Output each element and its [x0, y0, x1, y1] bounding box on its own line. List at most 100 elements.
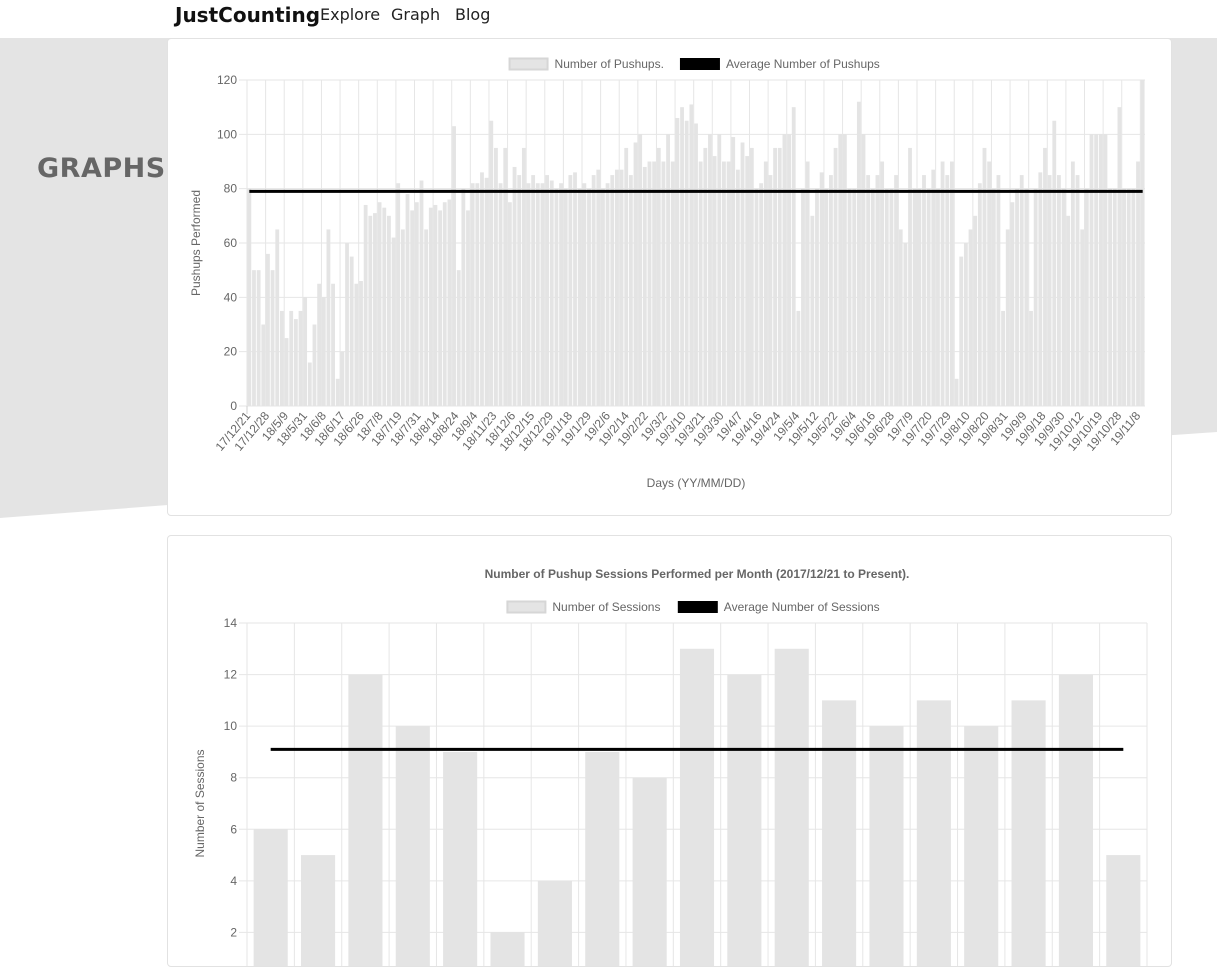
bar: [856, 101, 861, 406]
bar: [861, 134, 866, 406]
bar: [359, 281, 363, 406]
bar: [345, 243, 349, 406]
bar: [498, 183, 503, 406]
bar: [675, 118, 680, 407]
navbar: JustCounting Explore Graph Blog: [0, 0, 1217, 38]
bar: [870, 188, 875, 406]
bar: [382, 207, 387, 406]
bar: [1136, 161, 1140, 406]
bar: [484, 177, 489, 406]
bar: [884, 188, 889, 406]
bar: [266, 253, 270, 406]
bar: [298, 310, 303, 406]
bar: [535, 183, 540, 406]
bar: [968, 229, 973, 406]
bar: [549, 180, 554, 406]
bar: [842, 134, 847, 406]
bar: [815, 188, 819, 406]
bar: [321, 297, 326, 406]
bar: [326, 229, 331, 406]
bar: [810, 215, 815, 406]
bar: [475, 183, 480, 406]
bar: [745, 156, 750, 406]
bar: [638, 134, 643, 406]
bar: [614, 169, 619, 406]
bar: [945, 175, 950, 406]
nav-link-graph[interactable]: Graph: [391, 5, 441, 24]
bar: [377, 202, 382, 406]
bar: [917, 188, 922, 406]
bar: [931, 169, 936, 406]
y-tick-label: 8: [230, 771, 237, 785]
bar: [898, 229, 903, 406]
bar: [577, 188, 582, 406]
legend-swatch-average: [679, 58, 720, 70]
bar: [926, 188, 931, 406]
bar: [340, 351, 345, 406]
bar: [587, 188, 591, 406]
bar: [666, 134, 670, 406]
bar: [531, 175, 536, 406]
y-tick-label: 100: [217, 127, 237, 141]
bar: [936, 188, 940, 406]
legend-swatch-bars: [508, 57, 549, 71]
bar: [996, 175, 1001, 406]
bar: [633, 142, 638, 406]
bar: [1011, 700, 1046, 966]
bar: [982, 147, 987, 406]
bar: [1117, 107, 1122, 407]
bar: [963, 243, 968, 406]
bar: [261, 324, 266, 406]
bar: [1070, 161, 1075, 406]
y-tick-label: 6: [230, 822, 237, 836]
bar: [554, 188, 559, 406]
bar: [414, 202, 419, 406]
bar: [1061, 188, 1066, 406]
y-tick-label: 10: [224, 719, 238, 733]
bar: [949, 161, 954, 406]
brand-logo[interactable]: JustCounting: [175, 3, 321, 27]
bar: [1075, 175, 1080, 406]
bar: [916, 700, 951, 966]
bar: [512, 166, 517, 406]
bar: [726, 161, 731, 406]
bar: [922, 175, 926, 406]
bar: [466, 210, 470, 406]
bar: [452, 126, 456, 406]
bar: [652, 161, 657, 406]
bar: [1043, 147, 1047, 406]
bar: [642, 166, 647, 406]
bar: [1112, 188, 1117, 406]
bar: [573, 172, 577, 406]
bar: [722, 161, 726, 406]
bar: [517, 175, 522, 406]
bar: [349, 256, 354, 406]
bar: [880, 161, 885, 406]
bar: [490, 932, 525, 966]
bar: [1033, 188, 1038, 406]
bar: [585, 751, 620, 966]
bar: [480, 172, 484, 406]
bar: [684, 120, 689, 406]
bar: [400, 229, 405, 406]
bar: [689, 104, 694, 406]
bar: [1094, 134, 1099, 406]
bar: [410, 210, 415, 406]
bar: [791, 107, 796, 407]
bar: [447, 199, 452, 406]
bar: [628, 175, 633, 406]
bar: [503, 147, 508, 406]
bar: [1103, 134, 1108, 406]
bar: [307, 362, 312, 406]
bar: [396, 183, 401, 406]
bar: [703, 147, 708, 406]
bar: [428, 207, 433, 406]
nav-link-explore[interactable]: Explore: [320, 5, 381, 24]
bar: [731, 137, 736, 407]
bar: [624, 147, 629, 406]
bar: [619, 169, 624, 406]
bar: [373, 213, 377, 406]
nav-link-blog[interactable]: Blog: [455, 5, 491, 24]
bar: [1015, 188, 1019, 406]
y-tick-label: 2: [230, 925, 237, 939]
